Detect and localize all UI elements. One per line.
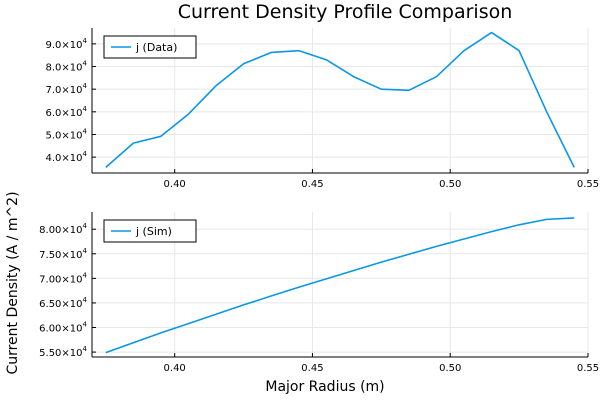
y-tick-label: 8.00×104 <box>39 222 87 236</box>
legend-label: j (Sim) <box>135 225 172 238</box>
x-tick-label: 0.45 <box>301 179 323 190</box>
x-tick-label: 0.50 <box>439 363 461 374</box>
y-tick-label: 8.0×104 <box>46 60 88 74</box>
x-tick-label: 0.50 <box>439 179 461 190</box>
legend-box <box>103 35 197 59</box>
chart-title: Current Density Profile Comparison <box>178 1 513 23</box>
y-tick-label: 7.0×104 <box>46 82 88 96</box>
legend-label: j (Data) <box>135 41 177 54</box>
panel-bottom: 0.40 0.45 0.50 0.55 5.50×104 6.00×104 6.50×104… <box>39 212 599 374</box>
y-tick-label: 9.0×104 <box>46 37 88 51</box>
x-tick-label: 0.40 <box>164 363 186 374</box>
x-tick-label: 0.40 <box>164 179 186 190</box>
legend-box <box>103 219 197 243</box>
y-tick-label: 7.50×104 <box>39 247 87 261</box>
y-tick-label: 6.0×104 <box>46 105 88 119</box>
y-tick-label: 5.0×104 <box>46 127 88 141</box>
x-tick-label: 0.55 <box>577 179 599 190</box>
y-tick-label: 4.0×104 <box>46 150 88 164</box>
series-line <box>105 217 575 354</box>
panel-top: 0.40 0.45 0.50 0.55 4.0×104 5.0×104 6.0×104 7.0… <box>46 28 599 190</box>
y-tick-label: 6.00×104 <box>39 321 87 335</box>
y-tick-label: 7.00×104 <box>39 271 87 285</box>
x-tick-label: 0.45 <box>301 363 323 374</box>
y-axis-title: Current Density (A / m^2) <box>5 191 21 374</box>
y-tick-label: 6.50×104 <box>39 296 87 310</box>
x-tick-label: 0.55 <box>577 363 599 374</box>
series-line <box>105 31 575 168</box>
y-tick-label: 5.50×104 <box>39 345 87 359</box>
x-axis-title: Major Radius (m) <box>265 379 384 395</box>
